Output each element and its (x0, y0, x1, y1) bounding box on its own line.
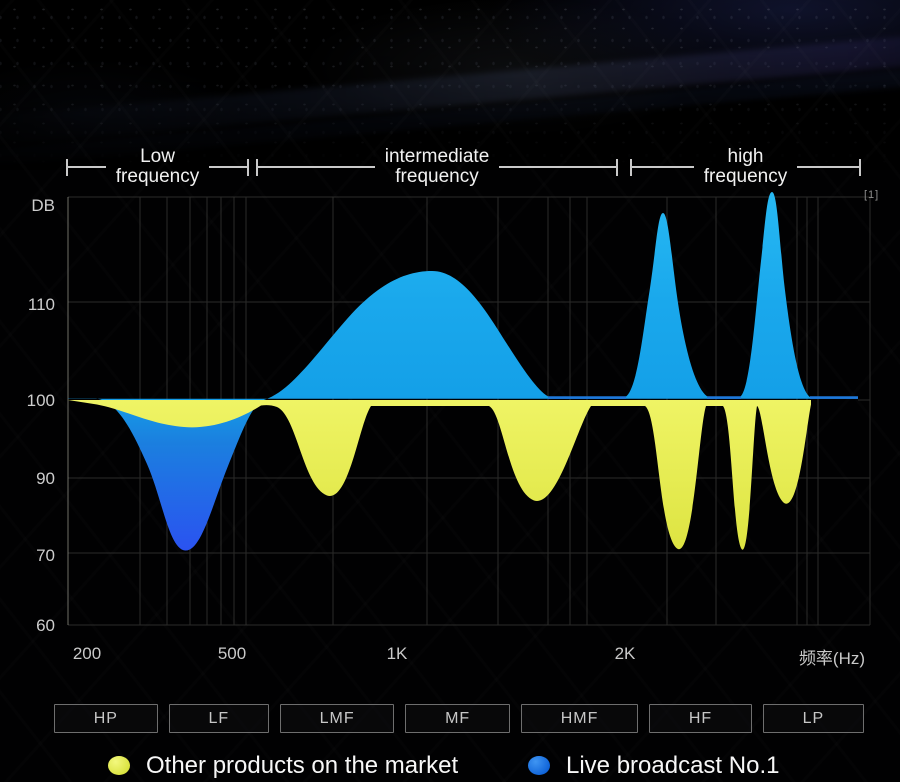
stage-photo-banner (0, 0, 900, 170)
bracket-line (797, 166, 860, 168)
legend-swatch-other-products (108, 756, 130, 775)
band-button-hf[interactable]: HF (649, 704, 752, 733)
band-button-row: HP LF LMF MF HMF HF LP (54, 704, 864, 733)
band-button-lmf[interactable]: LMF (279, 704, 395, 733)
x-axis-unit: 频率(Hz) (798, 649, 866, 668)
legend-item-live-broadcast: Live broadcast No.1 (528, 749, 779, 782)
bracket-tick (256, 158, 258, 176)
x-tick-200: 200 (72, 644, 102, 663)
range-label-high: high frequency (694, 145, 797, 187)
bracket-tick (616, 158, 618, 176)
band-button-hmf[interactable]: HMF (520, 704, 639, 733)
bracket-line (258, 166, 375, 168)
bracket-line (499, 166, 616, 168)
range-label-low: Low frequency (106, 145, 209, 187)
legend-label-other-products: Other products on the market (146, 751, 459, 779)
band-button-hp[interactable]: HP (54, 704, 158, 733)
y-tick-90: 90 (36, 469, 55, 488)
legend-swatch-live-broadcast (528, 756, 550, 775)
range-label-intermediate-line2: frequency (395, 166, 479, 187)
range-bracket-intermediate: intermediate frequency (256, 146, 618, 188)
x-tick-1k: 1K (386, 644, 408, 663)
frequency-response-chart (67, 192, 871, 626)
bracket-tick (247, 158, 250, 176)
range-label-intermediate: intermediate frequency (375, 145, 500, 187)
x-tick-2k: 2K (614, 644, 636, 663)
banner-dark-fade (0, 0, 900, 170)
x-tick-500: 500 (217, 644, 247, 663)
bracket-line (632, 166, 694, 168)
series-live-broadcast-area (68, 192, 858, 551)
y-axis-title: DB (31, 196, 55, 215)
bracket-line (209, 166, 248, 168)
range-label-high-line1: high (727, 145, 764, 167)
y-tick-110: 110 (27, 295, 55, 314)
legend-label-live-broadcast: Live broadcast No.1 (566, 751, 780, 779)
range-label-high-line2: frequency (703, 166, 788, 187)
y-tick-100: 100 (26, 391, 55, 410)
band-button-lp[interactable]: LP (762, 704, 864, 733)
range-bracket-low: Low frequency (66, 145, 250, 188)
bracket-line (68, 166, 106, 168)
range-label-intermediate-line1: intermediate (384, 145, 490, 167)
figure-ref: [1] (864, 189, 880, 201)
band-button-lf[interactable]: LF (168, 704, 269, 733)
series-other-products-area (68, 400, 811, 550)
y-tick-60: 60 (36, 616, 55, 635)
legend-item-other-products: Other products on the market (108, 749, 458, 782)
y-tick-70: 70 (36, 546, 55, 565)
range-bracket-high: high frequency (630, 145, 862, 188)
bracket-tick (630, 158, 632, 176)
range-label-low-line2: frequency (115, 166, 200, 187)
bracket-tick (859, 158, 862, 176)
band-button-mf[interactable]: MF (405, 704, 510, 733)
bracket-tick (66, 158, 68, 176)
legend: Other products on the market Live broadc… (0, 749, 900, 782)
range-label-low-line1: Low (140, 145, 175, 167)
